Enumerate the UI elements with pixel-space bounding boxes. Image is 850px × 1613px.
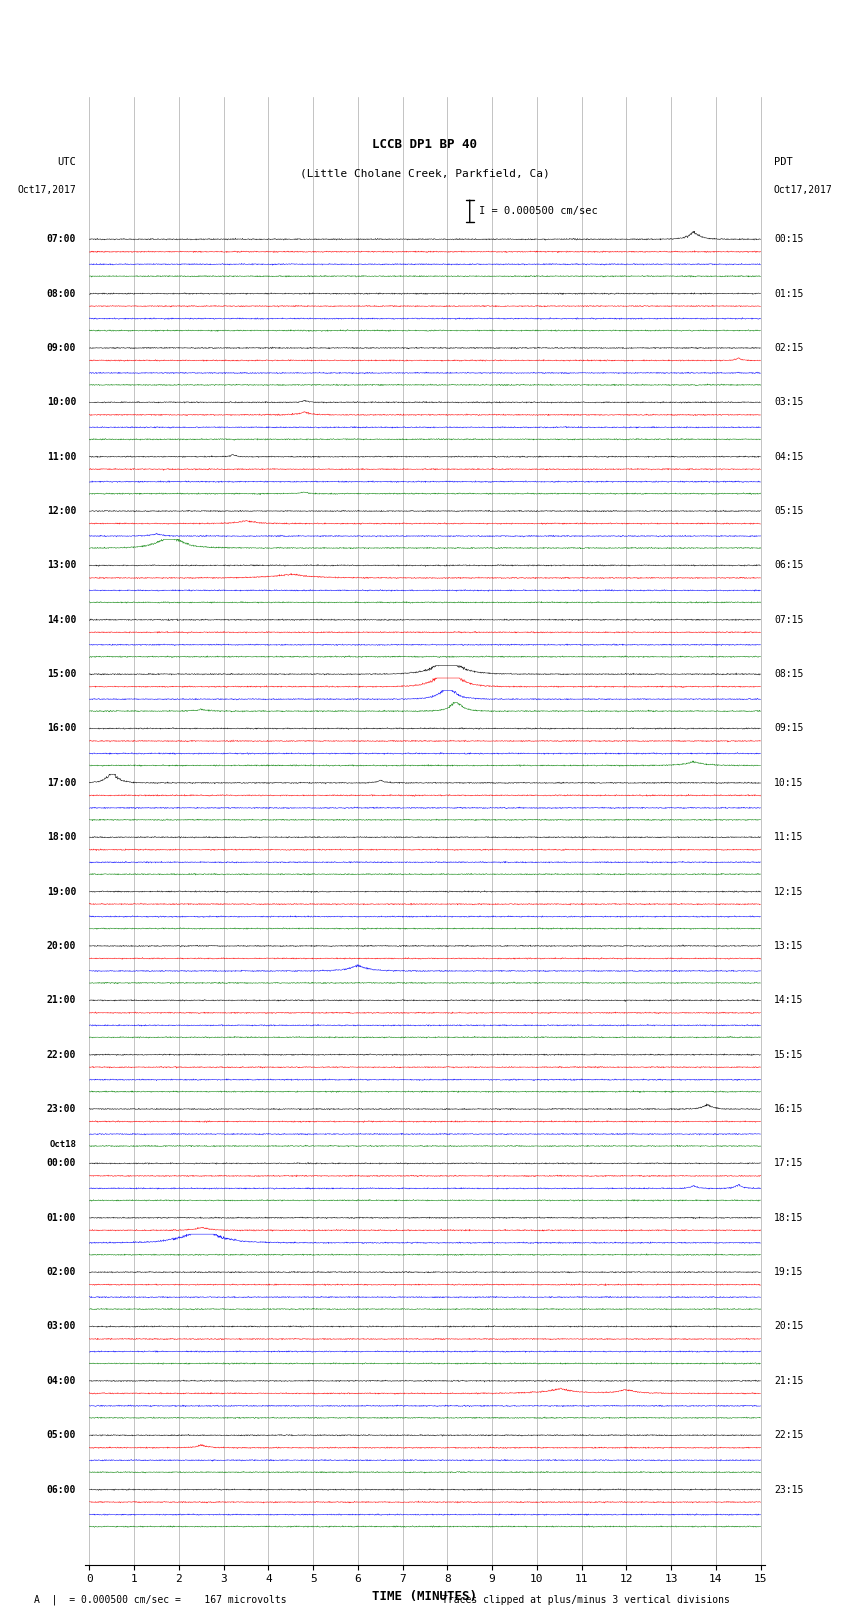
Text: 05:15: 05:15 [774, 506, 803, 516]
Text: 11:00: 11:00 [47, 452, 76, 461]
Text: 13:00: 13:00 [47, 560, 76, 571]
Text: 10:00: 10:00 [47, 397, 76, 408]
Text: 17:00: 17:00 [47, 777, 76, 787]
Text: 14:00: 14:00 [47, 615, 76, 624]
Text: 22:00: 22:00 [47, 1050, 76, 1060]
Text: 05:00: 05:00 [47, 1431, 76, 1440]
Text: 23:15: 23:15 [774, 1484, 803, 1495]
Text: 13:15: 13:15 [774, 940, 803, 952]
Text: 22:15: 22:15 [774, 1431, 803, 1440]
Text: 01:15: 01:15 [774, 289, 803, 298]
Text: 07:15: 07:15 [774, 615, 803, 624]
X-axis label: TIME (MINUTES): TIME (MINUTES) [372, 1590, 478, 1603]
Text: 06:15: 06:15 [774, 560, 803, 571]
Text: 15:00: 15:00 [47, 669, 76, 679]
Text: 16:15: 16:15 [774, 1103, 803, 1115]
Text: 09:00: 09:00 [47, 344, 76, 353]
Text: 14:15: 14:15 [774, 995, 803, 1005]
Text: 02:00: 02:00 [47, 1268, 76, 1277]
Text: 00:15: 00:15 [774, 234, 803, 244]
Text: 15:15: 15:15 [774, 1050, 803, 1060]
Text: 03:15: 03:15 [774, 397, 803, 408]
Text: 07:00: 07:00 [47, 234, 76, 244]
Text: 19:00: 19:00 [47, 887, 76, 897]
Text: 16:00: 16:00 [47, 724, 76, 734]
Text: 11:15: 11:15 [774, 832, 803, 842]
Text: 21:00: 21:00 [47, 995, 76, 1005]
Text: 08:15: 08:15 [774, 669, 803, 679]
Text: 00:00: 00:00 [47, 1158, 76, 1168]
Text: 03:00: 03:00 [47, 1321, 76, 1331]
Text: 04:15: 04:15 [774, 452, 803, 461]
Text: (Little Cholane Creek, Parkfield, Ca): (Little Cholane Creek, Parkfield, Ca) [300, 168, 550, 179]
Text: 19:15: 19:15 [774, 1268, 803, 1277]
Text: 02:15: 02:15 [774, 344, 803, 353]
Text: I = 0.000500 cm/sec: I = 0.000500 cm/sec [479, 206, 598, 216]
Text: 09:15: 09:15 [774, 724, 803, 734]
Text: UTC: UTC [57, 158, 76, 168]
Text: 10:15: 10:15 [774, 777, 803, 787]
Text: Traces clipped at plus/minus 3 vertical divisions: Traces clipped at plus/minus 3 vertical … [442, 1595, 730, 1605]
Text: 12:15: 12:15 [774, 887, 803, 897]
Text: 18:00: 18:00 [47, 832, 76, 842]
Text: 01:00: 01:00 [47, 1213, 76, 1223]
Text: Oct17,2017: Oct17,2017 [774, 184, 833, 195]
Text: Oct17,2017: Oct17,2017 [17, 184, 76, 195]
Text: 18:15: 18:15 [774, 1213, 803, 1223]
Text: 08:00: 08:00 [47, 289, 76, 298]
Text: 23:00: 23:00 [47, 1103, 76, 1115]
Text: 12:00: 12:00 [47, 506, 76, 516]
Text: A  |  = 0.000500 cm/sec =    167 microvolts: A | = 0.000500 cm/sec = 167 microvolts [34, 1594, 286, 1605]
Text: LCCB DP1 BP 40: LCCB DP1 BP 40 [372, 139, 478, 152]
Text: 20:00: 20:00 [47, 940, 76, 952]
Text: 06:00: 06:00 [47, 1484, 76, 1495]
Text: PDT: PDT [774, 158, 793, 168]
Text: 21:15: 21:15 [774, 1376, 803, 1386]
Text: 04:00: 04:00 [47, 1376, 76, 1386]
Text: Oct18: Oct18 [49, 1140, 76, 1148]
Text: 20:15: 20:15 [774, 1321, 803, 1331]
Text: 17:15: 17:15 [774, 1158, 803, 1168]
